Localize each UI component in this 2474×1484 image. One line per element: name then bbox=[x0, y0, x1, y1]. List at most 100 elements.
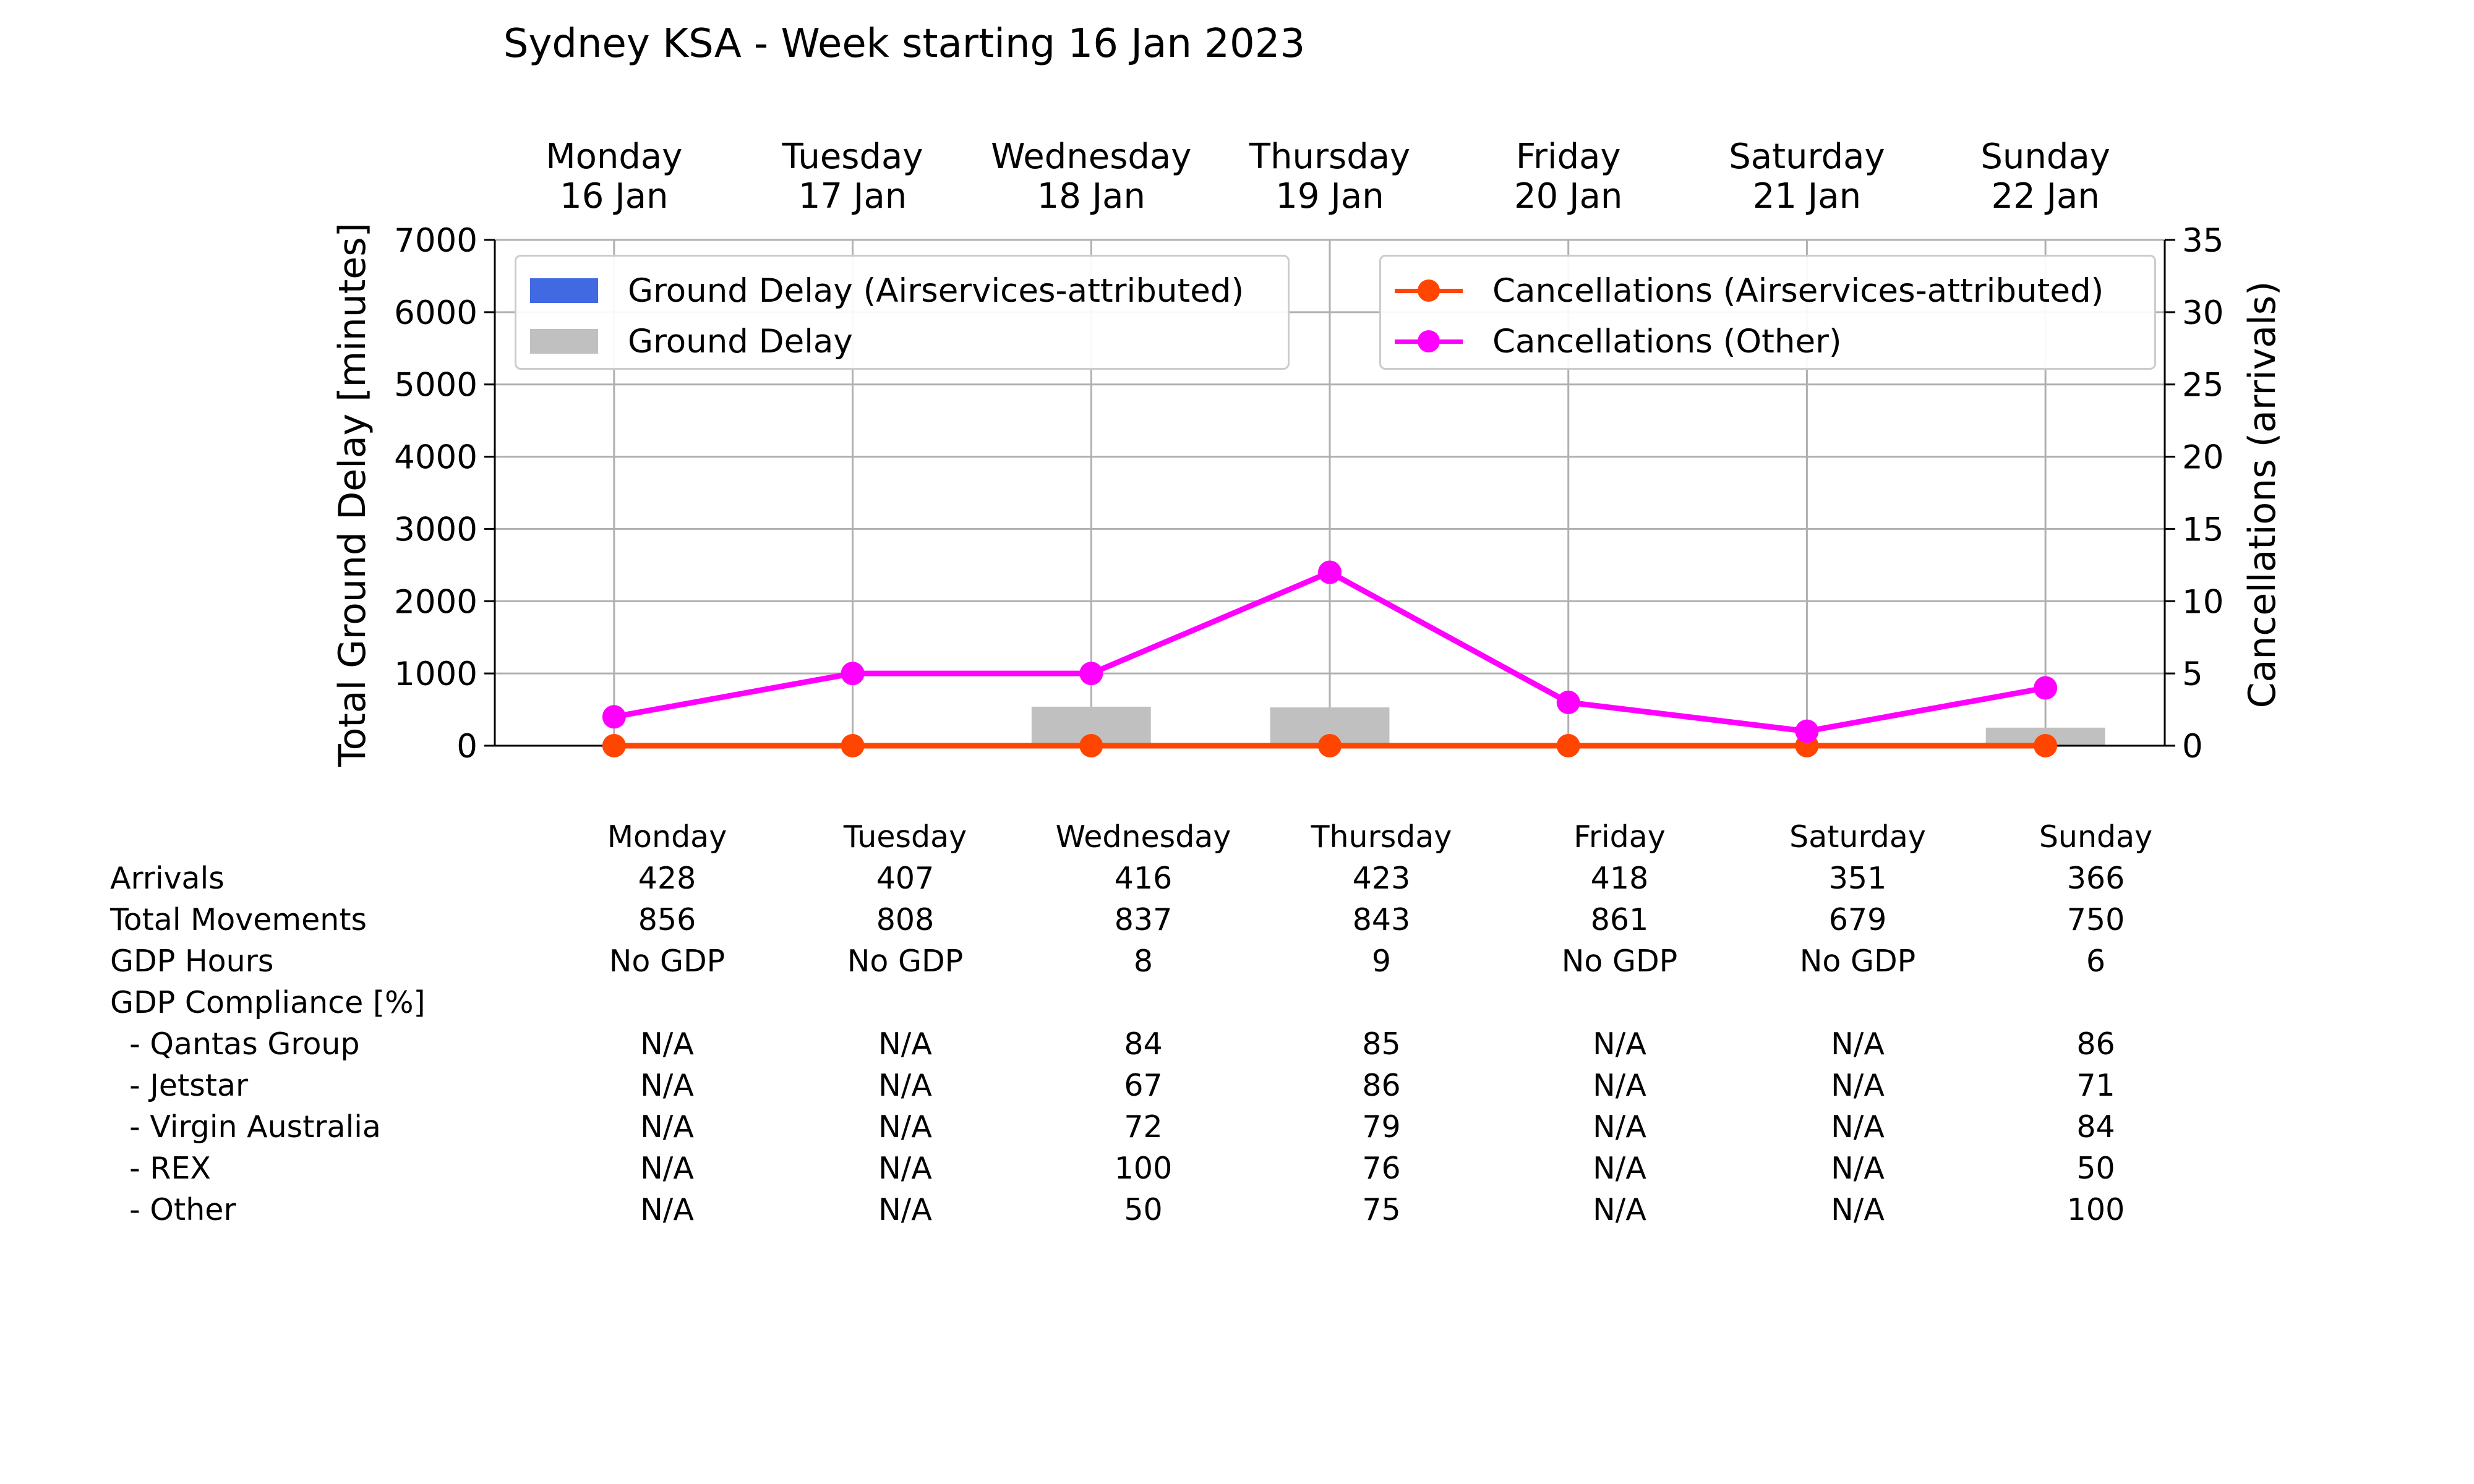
data-point bbox=[1318, 734, 1342, 757]
row-label: - REX bbox=[110, 1151, 211, 1186]
table-header-row: Monday Tuesday Wednesday Thursday Friday… bbox=[110, 816, 2215, 858]
table-cell: 416 bbox=[1114, 861, 1173, 896]
row-label: Total Movements bbox=[110, 902, 367, 937]
table-cell: 86 bbox=[1362, 1068, 1401, 1103]
table-row-arrivals: Arrivals 428 407 416 423 418 351 366 bbox=[110, 858, 2215, 899]
table-cell: 837 bbox=[1114, 902, 1173, 937]
legend-label: Cancellations (Airservices-attributed) bbox=[1492, 271, 2104, 310]
x-tick-label: Thursday 19 Jan bbox=[1249, 137, 1410, 216]
table-cell: No GDP bbox=[609, 944, 726, 979]
table-cell: N/A bbox=[640, 1068, 694, 1103]
table-cell: 808 bbox=[876, 902, 935, 937]
table-cell: N/A bbox=[1831, 1151, 1885, 1186]
legend-item-ground-delay-airservices: Ground Delay (Airservices-attributed) bbox=[530, 265, 1274, 316]
y2-tick-label: 15 bbox=[2182, 511, 2224, 548]
y2-tick-label: 35 bbox=[2182, 222, 2224, 260]
table-cell bbox=[1977, 982, 2215, 1023]
table-cell: N/A bbox=[878, 1151, 932, 1186]
table-cell: No GDP bbox=[847, 944, 964, 979]
table-cell: 72 bbox=[1124, 1109, 1163, 1145]
x-tick-label: Monday 16 Jan bbox=[546, 137, 682, 216]
table-cell: 856 bbox=[638, 902, 696, 937]
column-header: Friday bbox=[1573, 819, 1666, 855]
column-header: Wednesday bbox=[1055, 819, 1231, 855]
table-cell: 351 bbox=[1828, 861, 1887, 896]
row-label: - Virgin Australia bbox=[110, 1109, 381, 1145]
y2-tick-label: 0 bbox=[2182, 728, 2203, 765]
table-cell: 71 bbox=[2076, 1068, 2115, 1103]
table-cell: 428 bbox=[638, 861, 696, 896]
table-row-gdp-hours: GDP Hours No GDP No GDP 8 9 No GDP No GD… bbox=[110, 940, 2215, 982]
axes: 0 1000 2000 3000 4000 5000 6000 7000 0 5 10 15 20 25 3… bbox=[394, 137, 2224, 765]
legend-right: Cancellations (Airservices-attributed) C… bbox=[1379, 255, 2156, 370]
y2-tick-label: 5 bbox=[2182, 655, 2203, 693]
table-cell: N/A bbox=[640, 1192, 694, 1227]
table-cell bbox=[1739, 982, 1977, 1023]
table-cell: 76 bbox=[1362, 1151, 1401, 1186]
table-cell bbox=[548, 982, 786, 1023]
table-cell bbox=[786, 982, 1024, 1023]
row-label: - Other bbox=[110, 1192, 236, 1227]
data-point bbox=[1556, 734, 1580, 757]
y-axis-label: Total Ground Delay [minutes] bbox=[331, 223, 374, 767]
table-cell: 679 bbox=[1828, 902, 1887, 937]
table-cell bbox=[1262, 982, 1500, 1023]
column-header: Sunday bbox=[2039, 819, 2153, 855]
table-row-total-movements: Total Movements 856 808 837 843 861 679 … bbox=[110, 899, 2215, 940]
data-point bbox=[1795, 719, 1819, 743]
legend-label: Cancellations (Other) bbox=[1492, 322, 1842, 360]
x-tick-label: Sunday 22 Jan bbox=[1980, 137, 2110, 216]
table-cell: 366 bbox=[2066, 861, 2125, 896]
row-label: Arrivals bbox=[110, 861, 225, 896]
legend-swatch-orange bbox=[1395, 278, 1463, 303]
table-cell: 423 bbox=[1352, 861, 1411, 896]
table-cell bbox=[1500, 982, 1739, 1023]
y-tick-label: 1000 bbox=[394, 655, 477, 693]
table-cell: N/A bbox=[1593, 1151, 1646, 1186]
table-row-qantas-group: - Qantas Group N/A N/A 84 85 N/A N/A 86 bbox=[110, 1023, 2215, 1065]
table-cell: 85 bbox=[1362, 1026, 1401, 1062]
y2-tick-label: 25 bbox=[2182, 367, 2224, 404]
row-label: - Jetstar bbox=[110, 1068, 249, 1103]
legend-swatch-blue bbox=[530, 278, 598, 303]
chart-title: Sydney KSA - Week starting 16 Jan 2023 bbox=[503, 21, 1305, 67]
table-cell: 79 bbox=[1362, 1109, 1401, 1145]
data-point bbox=[2034, 676, 2058, 700]
table-cell: 861 bbox=[1590, 902, 1649, 937]
table-cell: 50 bbox=[2076, 1151, 2115, 1186]
table-cell: N/A bbox=[640, 1151, 694, 1186]
y-tick-label: 5000 bbox=[394, 367, 477, 404]
table-cell bbox=[1024, 982, 1262, 1023]
table-cell: N/A bbox=[1831, 1109, 1885, 1145]
row-label: GDP Compliance [%] bbox=[110, 985, 426, 1020]
table-cell: N/A bbox=[1831, 1068, 1885, 1103]
table-cell: 50 bbox=[1124, 1192, 1163, 1227]
table-cell: 9 bbox=[1371, 944, 1392, 979]
table-row-rex: - REX N/A N/A 100 76 N/A N/A 50 bbox=[110, 1148, 2215, 1189]
table-cell: N/A bbox=[878, 1068, 932, 1103]
table-cell: N/A bbox=[1593, 1109, 1646, 1145]
stats-table: Monday Tuesday Wednesday Thursday Friday… bbox=[110, 816, 2215, 1230]
y-tick-label: 3000 bbox=[394, 511, 477, 548]
column-header: Thursday bbox=[1311, 819, 1452, 855]
data-point bbox=[602, 734, 626, 757]
row-label: GDP Hours bbox=[110, 944, 274, 979]
table-cell: N/A bbox=[640, 1026, 694, 1062]
legend-swatch-grey bbox=[530, 329, 598, 354]
table-cell: N/A bbox=[878, 1109, 932, 1145]
y-tick-label: 2000 bbox=[394, 583, 477, 621]
table-cell: 6 bbox=[2086, 944, 2106, 979]
table-cell: N/A bbox=[1593, 1192, 1646, 1227]
y2-axis-label: Cancellations (arrivals) bbox=[2241, 281, 2284, 709]
table-cell: N/A bbox=[878, 1026, 932, 1062]
table-row-gdp-compliance: GDP Compliance [%] bbox=[110, 982, 2215, 1023]
table-cell: 750 bbox=[2066, 902, 2125, 937]
table-cell: 86 bbox=[2076, 1026, 2115, 1062]
table-row-other: - Other N/A N/A 50 75 N/A N/A 100 bbox=[110, 1189, 2215, 1230]
table-cell: N/A bbox=[1593, 1026, 1646, 1062]
table-cell: N/A bbox=[1593, 1068, 1646, 1103]
data-point bbox=[1318, 560, 1342, 584]
table-cell: 75 bbox=[1362, 1192, 1401, 1227]
series-lines bbox=[602, 560, 2058, 757]
